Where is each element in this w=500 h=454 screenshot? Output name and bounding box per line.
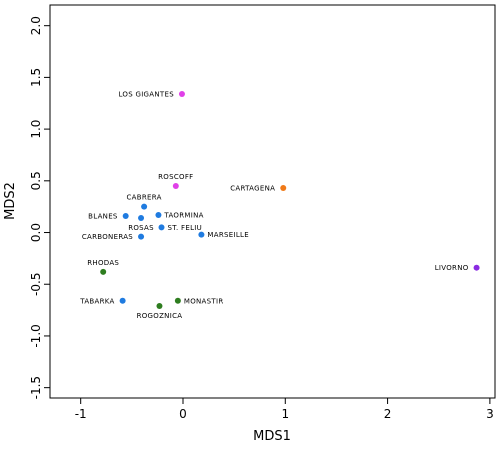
y-axis: -1.5 -1.0 -0.5 0.0 0.5 1.0 1.5 2.0 (29, 16, 50, 399)
y-tick-label: 2.0 (29, 16, 43, 35)
point-label: CARBONERAS (82, 233, 133, 241)
point-label: ROSAS (128, 224, 154, 232)
y-axis-title: MDS2 (3, 182, 18, 220)
y-tick-label: -0.5 (29, 273, 43, 296)
point-label: CABRERA (126, 194, 161, 202)
y-tick-label: 0.0 (29, 223, 43, 242)
x-tick-label: 2 (384, 407, 392, 421)
data-point (198, 231, 205, 238)
data-point (119, 297, 126, 304)
y-tick-label: 1.0 (29, 120, 43, 139)
point-label: TABARKA (79, 297, 114, 305)
x-tick-label: -1 (75, 407, 87, 421)
point-label: LIVORNO (435, 264, 469, 272)
data-point (473, 264, 480, 271)
data-point (280, 185, 287, 192)
point-label: BLANES (88, 212, 118, 220)
plot-frame (49, 4, 496, 399)
x-tick-label: 1 (281, 407, 289, 421)
point-label: TAORMINA (163, 211, 203, 219)
x-tick-label: 0 (179, 407, 187, 421)
data-point (138, 215, 145, 222)
data-point (178, 90, 185, 97)
point-label: LOS GIGANTES (118, 90, 174, 98)
x-axis-title: MDS1 (253, 429, 291, 444)
data-points: LOS GIGANTES ROSCOFF CARTAGENA LIVORNO CABRE… (79, 90, 480, 320)
point-label: RHODAS (87, 259, 119, 267)
data-point (172, 182, 179, 189)
y-tick-label: -1.0 (29, 324, 43, 347)
point-label: ROGOZNICA (137, 312, 183, 320)
data-point (155, 211, 162, 218)
data-point (174, 297, 181, 304)
data-point (158, 224, 165, 231)
x-tick-label: 3 (486, 407, 494, 421)
data-point (138, 233, 145, 240)
y-tick-label: 0.5 (29, 171, 43, 190)
point-label: MARSEILLE (207, 231, 249, 239)
x-axis: -1 0 1 2 3 (75, 398, 494, 421)
y-tick-label: -1.5 (29, 376, 43, 399)
data-point (122, 212, 129, 219)
data-point (156, 302, 163, 309)
data-point (100, 268, 107, 275)
data-point (141, 203, 148, 210)
point-label: CARTAGENA (230, 185, 275, 193)
point-label: MONASTIR (184, 297, 224, 305)
point-label: ROSCOFF (158, 173, 193, 181)
y-tick-label: 1.5 (29, 68, 43, 87)
point-label: ST. FELIU (168, 224, 203, 232)
